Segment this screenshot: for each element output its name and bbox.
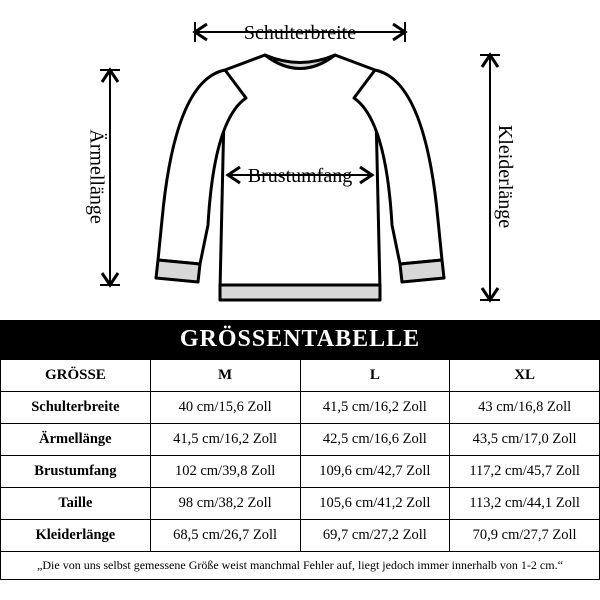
row-label: Kleiderlänge <box>1 520 151 552</box>
table-row: Ärmellänge 41,5 cm/16,2 Zoll 42,5 cm/16,… <box>1 424 600 456</box>
header-col-l: L <box>300 360 450 392</box>
table-row: Kleiderlänge 68,5 cm/26,7 Zoll 69,7 cm/2… <box>1 520 600 552</box>
cell: 117,2 cm/45,7 Zoll <box>450 456 600 488</box>
label-chest: Brustumfang <box>248 165 352 188</box>
row-label: Brustumfang <box>1 456 151 488</box>
cell: 42,5 cm/16,6 Zoll <box>300 424 450 456</box>
cell: 105,6 cm/41,2 Zoll <box>300 488 450 520</box>
table-body: Schulterbreite 40 cm/15,6 Zoll 41,5 cm/1… <box>1 392 600 552</box>
cell: 41,5 cm/16,2 Zoll <box>150 424 300 456</box>
label-sleeve: Ärmellänge <box>85 129 108 223</box>
row-label: Ärmellänge <box>1 424 151 456</box>
table-title: GRÖSSENTABELLE <box>0 320 600 359</box>
table-header-row: GRÖSSE M L XL <box>1 360 600 392</box>
row-label: Taille <box>1 488 151 520</box>
cell: 43 cm/16,8 Zoll <box>450 392 600 424</box>
cell: 113,2 cm/44,1 Zoll <box>450 488 600 520</box>
row-label: Schulterbreite <box>1 392 151 424</box>
garment-diagram: Schulterbreite Brustumfang Ärmellänge Kl… <box>0 0 600 320</box>
header-col-xl: XL <box>450 360 600 392</box>
cell: 70,9 cm/27,7 Zoll <box>450 520 600 552</box>
table-row: Schulterbreite 40 cm/15,6 Zoll 41,5 cm/1… <box>1 392 600 424</box>
size-table-container: GRÖSSENTABELLE GRÖSSE M L XL Schulterbre… <box>0 320 600 580</box>
header-size: GRÖSSE <box>1 360 151 392</box>
cell: 41,5 cm/16,2 Zoll <box>300 392 450 424</box>
table-row: Taille 98 cm/38,2 Zoll 105,6 cm/41,2 Zol… <box>1 488 600 520</box>
size-table: GRÖSSE M L XL Schulterbreite 40 cm/15,6 … <box>0 359 600 552</box>
cell: 40 cm/15,6 Zoll <box>150 392 300 424</box>
cell: 68,5 cm/26,7 Zoll <box>150 520 300 552</box>
cell: 109,6 cm/42,7 Zoll <box>300 456 450 488</box>
table-row: Brustumfang 102 cm/39,8 Zoll 109,6 cm/42… <box>1 456 600 488</box>
cell: 43,5 cm/17,0 Zoll <box>450 424 600 456</box>
header-col-m: M <box>150 360 300 392</box>
cell: 69,7 cm/27,2 Zoll <box>300 520 450 552</box>
cell: 98 cm/38,2 Zoll <box>150 488 300 520</box>
table-footnote: „Die von uns selbst gemessene Größe weis… <box>0 552 600 580</box>
cell: 102 cm/39,8 Zoll <box>150 456 300 488</box>
label-shoulder: Schulterbreite <box>244 22 356 45</box>
label-length: Kleiderlänge <box>493 125 516 228</box>
